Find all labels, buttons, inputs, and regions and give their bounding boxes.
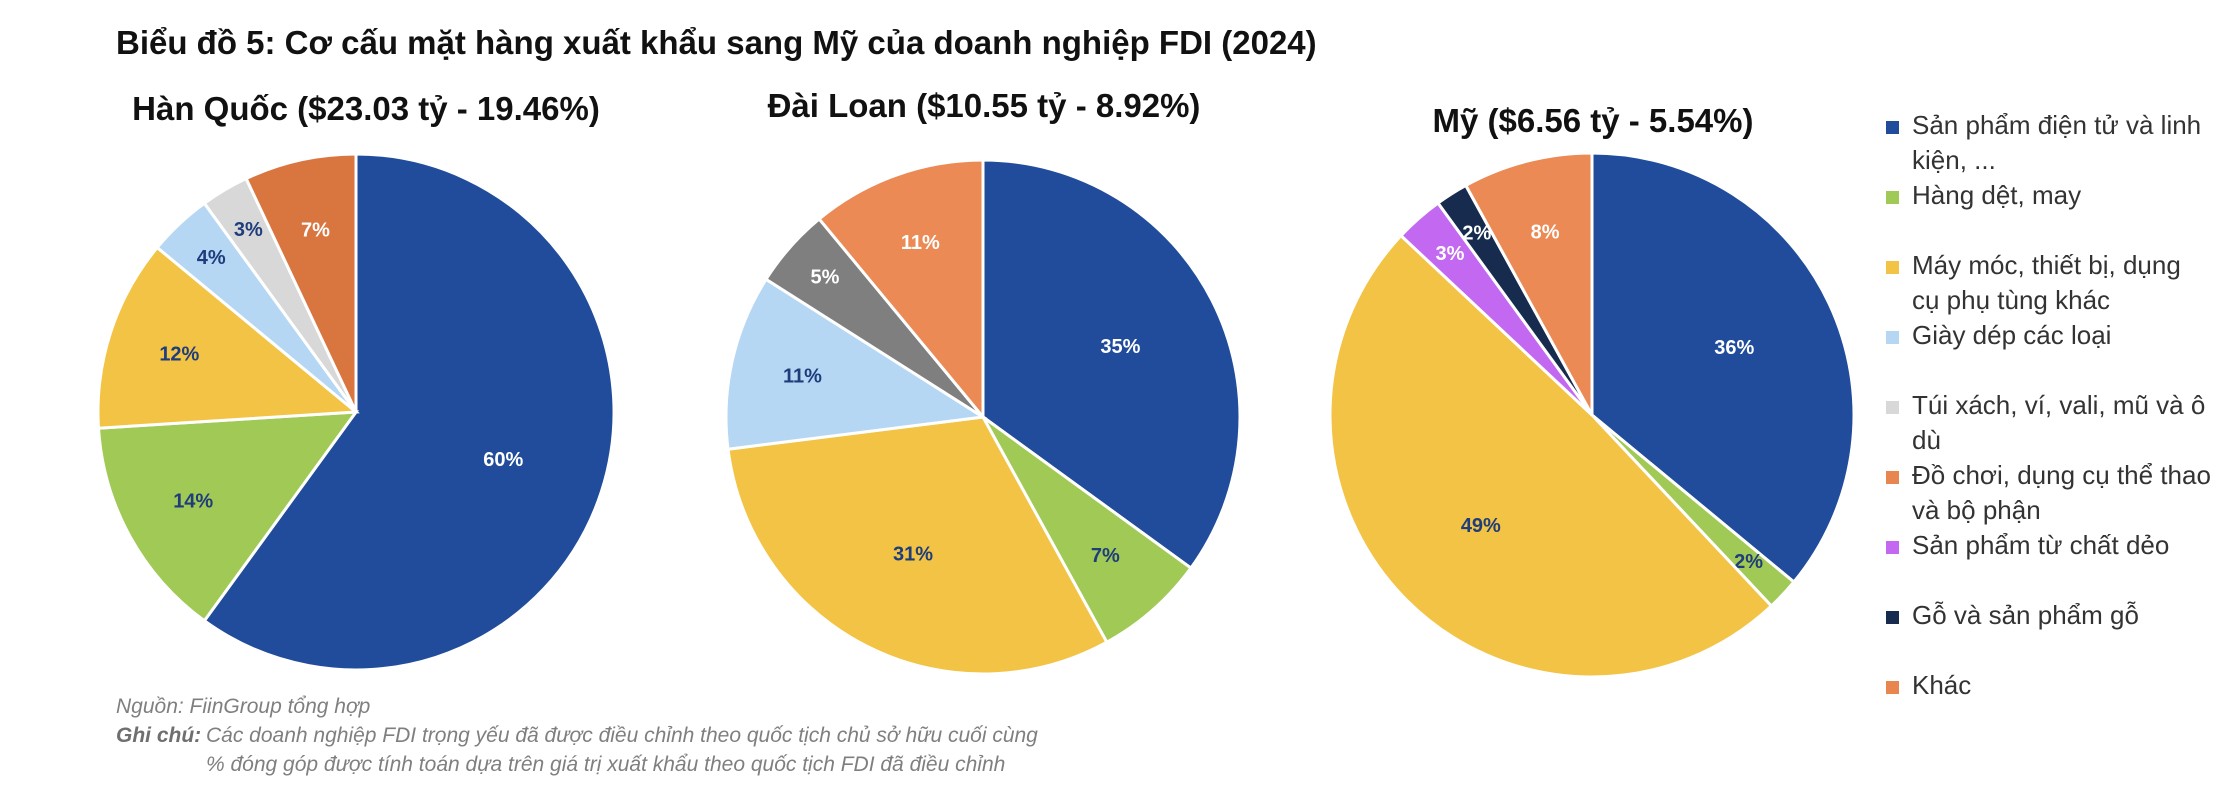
pie-korea-label-4: 3%	[234, 219, 263, 241]
pie-usa: 36%2%49%3%2% 8%	[1328, 151, 1856, 679]
legend-label: Túi xách, ví, vali, mũ và ô dù	[1912, 390, 2206, 455]
legend-label: Khác	[1912, 670, 1972, 700]
legend-label: Hàng dệt, may	[1912, 180, 2082, 210]
pie-korea-label-3: 4%	[197, 247, 226, 269]
pie-usa-label-2: 49%	[1461, 515, 1501, 537]
pie-taiwan-slice-1	[981, 415, 1194, 645]
pie-taiwan: 35% 7% 31% 11% 5% 11%	[724, 158, 1242, 676]
pie-usa-slice-5	[1463, 151, 1594, 416]
pie-korea-slice-1	[96, 410, 360, 623]
legend-swatch	[1886, 681, 1899, 694]
legend-label: Gỗ và sản phẩm gỗ	[1912, 600, 2139, 630]
legend-label: Máy móc, thiết bị, dụng cụ phụ tùng khác	[1912, 250, 2181, 315]
legend-item: Sản phẩm điện tử và linh kiện, ...	[1886, 108, 2212, 178]
legend-swatch	[1886, 331, 1899, 344]
legend-item: Túi xách, ví, vali, mũ và ô dù	[1886, 388, 2212, 458]
chart-main-title: Biểu đồ 5: Cơ cấu mặt hàng xuất khẩu san…	[116, 24, 1317, 61]
legend-label: Sản phẩm điện tử và linh kiện, ...	[1912, 110, 2202, 175]
pie-taiwan-slice-0	[981, 158, 1242, 571]
pie-taiwan-label-0: 35%	[1100, 336, 1140, 358]
legend-item: Sản phẩm từ chất dẻo	[1886, 528, 2212, 563]
pie-korea: 60% 14% 12% 4% 3% 7%	[96, 152, 616, 672]
pie-taiwan-label-4: 5%	[810, 267, 839, 289]
pie-usa-label-0: 36%	[1714, 337, 1754, 359]
pie-taiwan-slice-5	[817, 158, 985, 422]
footnotes: Nguồn: FiinGroup tổng hợp Ghi chú: Các do…	[116, 692, 1038, 779]
legend-item: Đồ chơi, dụng cụ thể thao và bộ phận	[1886, 458, 2212, 528]
pie-usa-label-4: 2%	[1462, 223, 1491, 245]
pie-korea-slice-0	[202, 152, 616, 672]
note-line-1: Các doanh nghiệp FDI trọng yếu đã được đ…	[206, 724, 1038, 747]
legend-swatch	[1886, 471, 1899, 484]
legend-swatch	[1886, 401, 1899, 414]
legend-swatch	[1886, 191, 1899, 204]
pie-taiwan-slice-3	[724, 277, 988, 451]
legend-swatch	[1886, 611, 1899, 624]
note-line-2: % đóng góp được tính toán dựa trên giá t…	[206, 753, 1006, 776]
pie-title-usa: Mỹ ($6.56 tỷ - 5.54%)	[1432, 102, 1754, 139]
note-label: Ghi chú:	[116, 724, 202, 747]
legend-item: Khác	[1886, 668, 2212, 703]
pie-title-korea: Hàn Quốc ($23.03 tỷ - 19.46%)	[132, 90, 600, 127]
pie-usa-slice-0	[1590, 151, 1856, 585]
legend-swatch	[1886, 121, 1899, 134]
pie-korea-label-0: 60%	[483, 449, 523, 471]
legend-label: Đồ chơi, dụng cụ thể thao và bộ phận	[1912, 460, 2211, 525]
legend-label: Sản phẩm từ chất dẻo	[1912, 530, 2170, 560]
legend-item: Giày dép các loại	[1886, 318, 2212, 353]
pie-usa-label-1: 2%	[1734, 551, 1763, 573]
legend-item: Máy móc, thiết bị, dụng cụ phụ tùng khác	[1886, 248, 2212, 318]
legend-swatch	[1886, 261, 1899, 274]
pie-korea-slice-2	[96, 245, 360, 430]
legend-label: Giày dép các loại	[1912, 320, 2112, 350]
legend-swatch	[1886, 541, 1899, 554]
pie-taiwan-slice-2	[726, 415, 1109, 676]
source-note: Nguồn: FiinGroup tổng hợp	[116, 695, 371, 718]
pie-taiwan-label-1: 7%	[1091, 545, 1120, 567]
pie-korea-slice-5	[244, 152, 358, 413]
pie-taiwan-label-2: 31%	[893, 543, 933, 565]
pie-korea-label-5: 7%	[301, 220, 330, 242]
legend-item: Hàng dệt, may	[1886, 178, 2212, 213]
pie-korea-label-2: 12%	[159, 344, 199, 366]
pie-title-taiwan: Đài Loan ($10.55 tỷ - 8.92%)	[767, 87, 1201, 124]
legend-item: Gỗ và sản phẩm gỗ	[1886, 598, 2212, 633]
pie-taiwan-label-3: 11%	[783, 366, 822, 388]
pie-usa-slice-2	[1328, 233, 1774, 679]
pie-usa-label-3: 3%	[1435, 243, 1464, 265]
pie-korea-label-1: 14%	[173, 490, 213, 512]
pie-taiwan-label-5: 11%	[901, 232, 940, 254]
pie-usa-label-5: 8%	[1531, 221, 1560, 243]
